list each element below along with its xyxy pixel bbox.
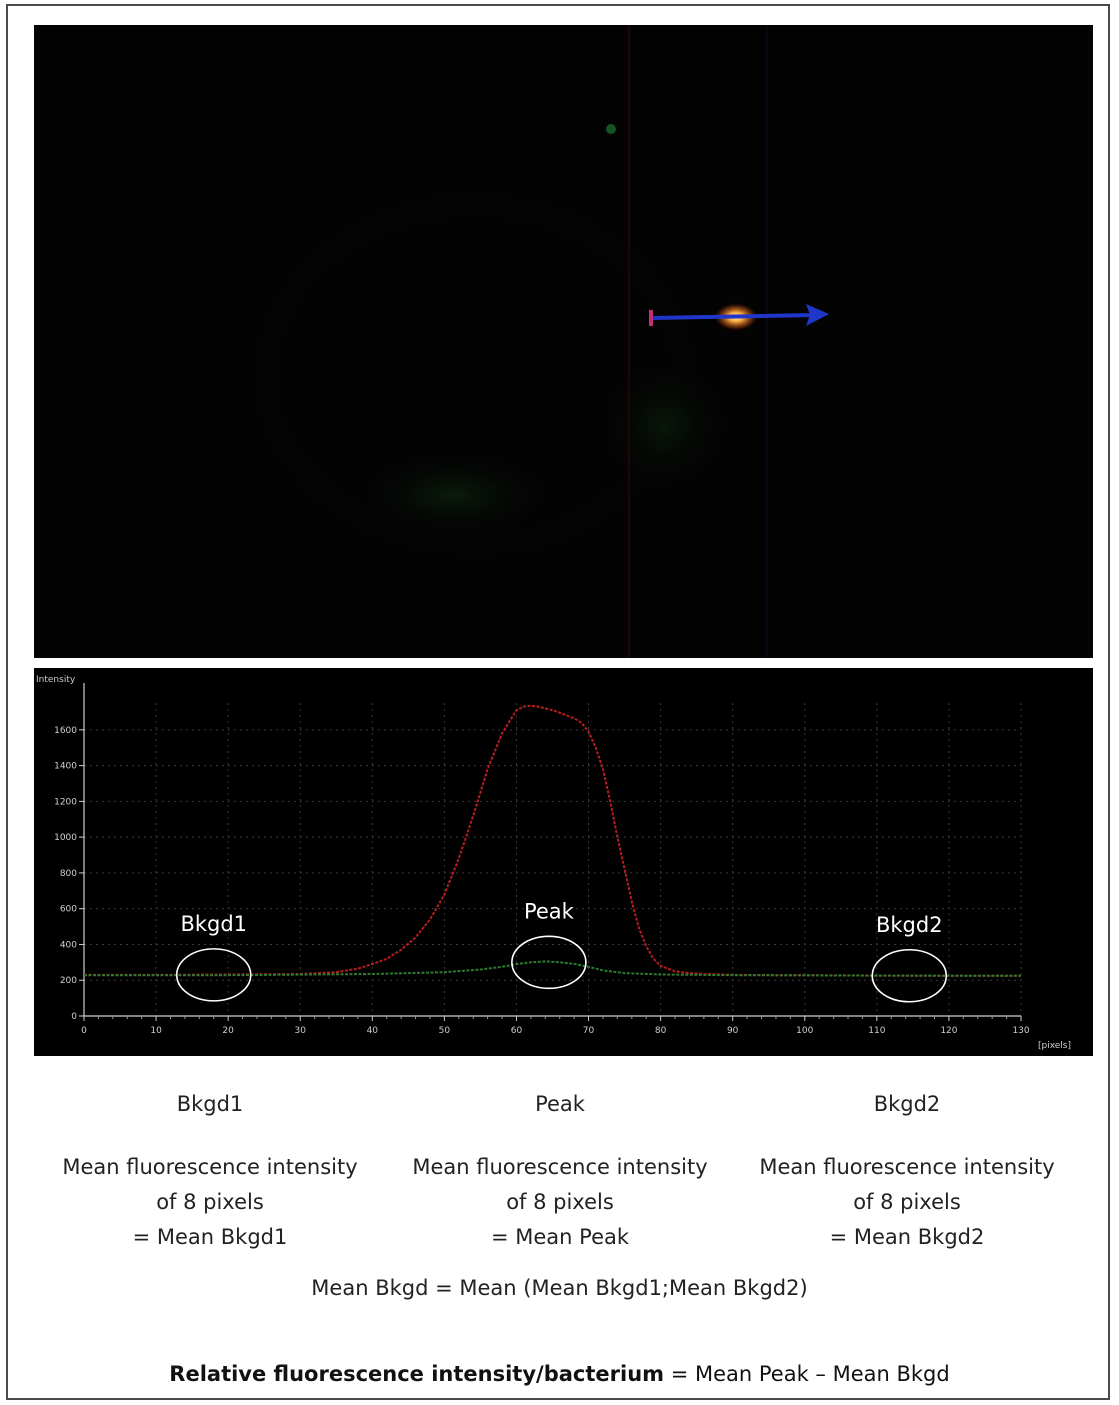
desc-line: of 8 pixels: [156, 1190, 264, 1214]
annotation-circle-1: [511, 935, 587, 990]
x-tick-label: 60: [511, 1026, 523, 1036]
x-tick-label: 40: [367, 1026, 379, 1036]
y-tick-label: 200: [60, 976, 77, 986]
desc-line: = Mean Peak: [490, 1225, 630, 1249]
x-tick-label: 70: [583, 1026, 595, 1036]
desc-line: = Mean Bkgd2: [829, 1225, 985, 1249]
x-tick-label: 10: [150, 1026, 162, 1036]
y-tick-label: 800: [60, 869, 77, 879]
formula-result-expression: = Mean Peak – Mean Bkgd: [664, 1362, 950, 1386]
desc-line: of 8 pixels: [853, 1190, 961, 1214]
x-tick-label: 90: [727, 1026, 739, 1036]
annotation-label-2: Bkgd2: [876, 913, 943, 937]
column-description: Mean fluorescence intensity of 8 pixels …: [390, 1150, 730, 1255]
x-tick-label: 50: [439, 1026, 451, 1036]
x-tick-label: 20: [222, 1026, 234, 1036]
desc-line: of 8 pixels: [506, 1190, 614, 1214]
y-tick-label: 0: [71, 1012, 77, 1022]
formula-result-label: Relative fluorescence intensity/bacteriu…: [169, 1362, 665, 1386]
formula-mean-bkgd: Mean Bkgd = Mean (Mean Bkgd1;Mean Bkgd2): [311, 1276, 808, 1300]
x-tick-label: 130: [1012, 1026, 1029, 1036]
x-tick-label: 30: [295, 1026, 307, 1036]
annotation-circle-0: [175, 948, 252, 1002]
fluorescence-micrograph: [34, 25, 1093, 658]
intensity-profile-chart: 0 200 400 600 800 1000 1200 1400 1600 0 10 20 30 40 50…: [34, 668, 1093, 1056]
x-tick-label: 80: [655, 1026, 667, 1036]
annotation-label-1: Peak: [524, 899, 575, 923]
desc-line: Mean fluorescence intensity: [62, 1155, 358, 1179]
y-axis-label: Intensity: [36, 675, 76, 685]
column-head: Peak: [535, 1092, 585, 1116]
x-axis-label: [pixels]: [1038, 1041, 1071, 1051]
series-line-0: [84, 704, 1021, 977]
y-tick-label: 600: [60, 905, 77, 915]
x-tick-label: 100: [796, 1026, 813, 1036]
desc-line: Mean fluorescence intensity: [412, 1155, 708, 1179]
annotation-label-0: Bkgd1: [180, 912, 247, 936]
annotation-circle-2: [871, 948, 948, 1003]
formula-relative-intensity: Relative fluorescence intensity/bacteriu…: [0, 1362, 1119, 1386]
desc-line: = Mean Bkgd1: [132, 1225, 288, 1249]
x-tick-label: 110: [868, 1026, 885, 1036]
column-head: Bkgd2: [873, 1092, 941, 1116]
y-tick-label: 1000: [54, 833, 77, 843]
x-tick-label: 0: [81, 1026, 87, 1036]
series-line-1: [84, 960, 1022, 977]
column-head: Bkgd1: [176, 1092, 244, 1116]
desc-line: Mean fluorescence intensity: [759, 1155, 1055, 1179]
y-tick-label: 1400: [54, 762, 77, 772]
y-tick-label: 1600: [54, 726, 77, 736]
y-tick-label: 400: [60, 940, 77, 950]
column-description: Mean fluorescence intensity of 8 pixels …: [737, 1150, 1077, 1255]
profile-arrow: [649, 304, 829, 326]
column-description: Mean fluorescence intensity of 8 pixels …: [40, 1150, 380, 1255]
x-tick-label: 120: [940, 1026, 957, 1036]
y-tick-label: 1200: [54, 797, 77, 807]
